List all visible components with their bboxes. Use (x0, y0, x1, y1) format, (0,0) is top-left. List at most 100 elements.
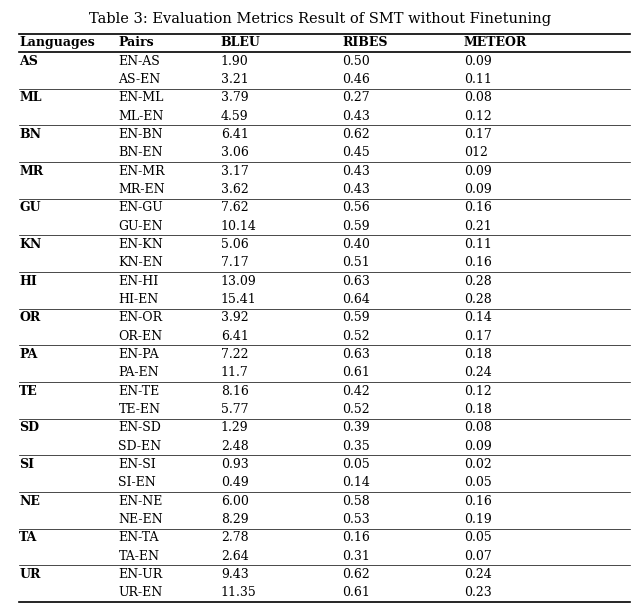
Text: UR-EN: UR-EN (118, 586, 163, 599)
Text: 0.24: 0.24 (464, 568, 492, 581)
Text: 012: 012 (464, 146, 488, 159)
Text: 0.59: 0.59 (342, 311, 370, 324)
Text: 0.43: 0.43 (342, 183, 371, 196)
Text: 0.16: 0.16 (464, 256, 492, 269)
Text: 0.08: 0.08 (464, 421, 492, 434)
Text: 0.56: 0.56 (342, 201, 370, 214)
Text: EN-GU: EN-GU (118, 201, 163, 214)
Text: 11.7: 11.7 (221, 366, 248, 379)
Text: 0.63: 0.63 (342, 274, 371, 288)
Text: 0.11: 0.11 (464, 73, 492, 86)
Text: 9.43: 9.43 (221, 568, 248, 581)
Text: BN: BN (19, 128, 41, 141)
Text: 6.41: 6.41 (221, 128, 249, 141)
Text: 0.11: 0.11 (464, 238, 492, 251)
Text: 3.17: 3.17 (221, 164, 248, 178)
Text: EN-OR: EN-OR (118, 311, 163, 324)
Text: EN-UR: EN-UR (118, 568, 163, 581)
Text: 10.14: 10.14 (221, 219, 257, 233)
Text: 0.17: 0.17 (464, 128, 492, 141)
Text: ML: ML (19, 91, 42, 104)
Text: OR-EN: OR-EN (118, 329, 163, 343)
Text: 0.21: 0.21 (464, 219, 492, 233)
Text: 8.29: 8.29 (221, 513, 248, 526)
Text: 4.59: 4.59 (221, 109, 248, 123)
Text: 0.31: 0.31 (342, 549, 371, 563)
Text: EN-ML: EN-ML (118, 91, 164, 104)
Text: 0.28: 0.28 (464, 274, 492, 288)
Text: TA-EN: TA-EN (118, 549, 159, 563)
Text: OR: OR (19, 311, 40, 324)
Text: EN-MR: EN-MR (118, 164, 165, 178)
Text: NE-EN: NE-EN (118, 513, 163, 526)
Text: 0.35: 0.35 (342, 439, 370, 453)
Text: 6.00: 6.00 (221, 494, 249, 508)
Text: 0.53: 0.53 (342, 513, 370, 526)
Text: TE: TE (19, 384, 38, 398)
Text: TA: TA (19, 531, 38, 544)
Text: 0.05: 0.05 (464, 531, 492, 544)
Text: 2.48: 2.48 (221, 439, 248, 453)
Text: 7.22: 7.22 (221, 348, 248, 361)
Text: 0.63: 0.63 (342, 348, 371, 361)
Text: HI-EN: HI-EN (118, 293, 159, 306)
Text: SD: SD (19, 421, 39, 434)
Text: 7.17: 7.17 (221, 256, 248, 269)
Text: SI: SI (19, 458, 34, 471)
Text: 1.90: 1.90 (221, 54, 248, 68)
Text: 8.16: 8.16 (221, 384, 249, 398)
Text: 3.06: 3.06 (221, 146, 249, 159)
Text: 0.09: 0.09 (464, 164, 492, 178)
Text: 0.18: 0.18 (464, 348, 492, 361)
Text: 0.09: 0.09 (464, 54, 492, 68)
Text: PA: PA (19, 348, 38, 361)
Text: EN-AS: EN-AS (118, 54, 160, 68)
Text: TE-EN: TE-EN (118, 403, 161, 416)
Text: 0.93: 0.93 (221, 458, 248, 471)
Text: 0.43: 0.43 (342, 109, 371, 123)
Text: 0.16: 0.16 (464, 494, 492, 508)
Text: 0.09: 0.09 (464, 439, 492, 453)
Text: GU-EN: GU-EN (118, 219, 163, 233)
Text: MR-EN: MR-EN (118, 183, 165, 196)
Text: 7.62: 7.62 (221, 201, 248, 214)
Text: EN-HI: EN-HI (118, 274, 159, 288)
Text: 11.35: 11.35 (221, 586, 257, 599)
Text: 0.28: 0.28 (464, 293, 492, 306)
Text: 0.46: 0.46 (342, 73, 371, 86)
Text: UR: UR (19, 568, 40, 581)
Text: 0.16: 0.16 (342, 531, 371, 544)
Text: 0.42: 0.42 (342, 384, 370, 398)
Text: 0.09: 0.09 (464, 183, 492, 196)
Text: 0.51: 0.51 (342, 256, 370, 269)
Text: 2.78: 2.78 (221, 531, 248, 544)
Text: 0.05: 0.05 (342, 458, 370, 471)
Text: 0.17: 0.17 (464, 329, 492, 343)
Text: 1.29: 1.29 (221, 421, 248, 434)
Text: 0.45: 0.45 (342, 146, 370, 159)
Text: 0.23: 0.23 (464, 586, 492, 599)
Text: 3.79: 3.79 (221, 91, 248, 104)
Text: BN-EN: BN-EN (118, 146, 163, 159)
Text: 0.40: 0.40 (342, 238, 371, 251)
Text: EN-TA: EN-TA (118, 531, 159, 544)
Text: 13.09: 13.09 (221, 274, 257, 288)
Text: KN: KN (19, 238, 42, 251)
Text: 0.58: 0.58 (342, 494, 370, 508)
Text: 0.59: 0.59 (342, 219, 370, 233)
Text: 5.06: 5.06 (221, 238, 248, 251)
Text: 0.16: 0.16 (464, 201, 492, 214)
Text: 0.12: 0.12 (464, 384, 492, 398)
Text: 0.14: 0.14 (342, 476, 371, 489)
Text: 0.62: 0.62 (342, 568, 370, 581)
Text: 0.02: 0.02 (464, 458, 492, 471)
Text: 0.19: 0.19 (464, 513, 492, 526)
Text: 0.08: 0.08 (464, 91, 492, 104)
Text: 6.41: 6.41 (221, 329, 249, 343)
Text: EN-SD: EN-SD (118, 421, 161, 434)
Text: EN-BN: EN-BN (118, 128, 163, 141)
Text: NE: NE (19, 494, 40, 508)
Text: 0.64: 0.64 (342, 293, 371, 306)
Text: 0.52: 0.52 (342, 403, 370, 416)
Text: 0.05: 0.05 (464, 476, 492, 489)
